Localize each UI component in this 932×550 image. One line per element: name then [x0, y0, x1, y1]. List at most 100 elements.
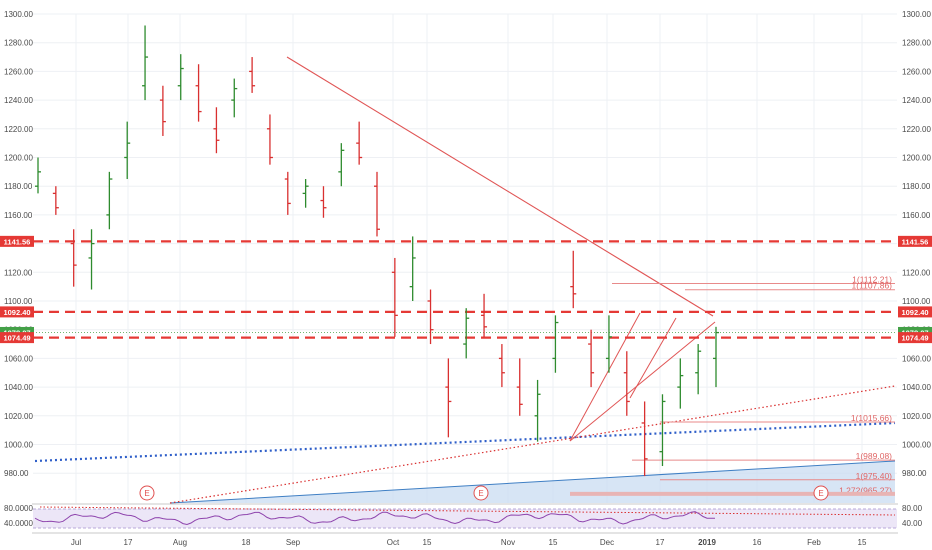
indicator-tick-80-right: 80.00: [902, 504, 923, 513]
y-tick-right: 1200.00: [902, 154, 931, 163]
y-tick-left: 1180.00: [4, 182, 33, 191]
y-tick-right: 1020.00: [902, 412, 931, 421]
ohlc-bar: [623, 351, 630, 416]
y-tick-left: 1280.00: [4, 39, 33, 48]
svg-text:1141.56: 1141.56: [4, 237, 31, 246]
ohlc-bar: [374, 171, 380, 237]
y-tick-right: 1120.00: [902, 268, 931, 277]
svg-text:1074.49: 1074.49: [901, 334, 928, 343]
price-badge-right: 1141.56: [898, 235, 932, 247]
ohlc-bar: [231, 78, 238, 118]
ohlc-bar: [516, 358, 523, 416]
earnings-event-marker[interactable]: E: [473, 485, 489, 501]
ohlc-bar: [88, 229, 95, 290]
ohlc-bars: [35, 25, 719, 477]
y-tick-right: 1000.00: [902, 441, 931, 450]
y-tick-left: 1200.00: [4, 154, 33, 163]
ohlc-bar: [195, 64, 202, 122]
x-tick: Feb: [807, 538, 821, 547]
fib-band: [570, 491, 895, 496]
y-tick-left: 1120.00: [4, 268, 33, 277]
x-tick: 15: [423, 538, 432, 547]
x-tick: 17: [656, 538, 665, 547]
ohlc-bar: [677, 358, 684, 409]
y-tick-left: 1020.00: [4, 412, 33, 421]
ohlc-bar: [266, 114, 273, 165]
y-tick-left: 1040.00: [4, 383, 33, 392]
wedge-cross-line: [629, 317, 677, 399]
ohlc-bar: [463, 308, 470, 359]
x-tick: Aug: [173, 538, 187, 547]
fib-label: 1(975.40): [856, 471, 893, 481]
ohlc-bar: [641, 401, 648, 477]
y-tick-left: 1240.00: [4, 96, 33, 105]
y-tick-right: 1180.00: [902, 182, 931, 191]
svg-text:1074.49: 1074.49: [3, 334, 30, 343]
x-tick: Sep: [286, 538, 301, 547]
ohlc-bar: [124, 121, 131, 180]
svg-text:1141.56: 1141.56: [902, 237, 929, 246]
ohlc-bar: [445, 358, 452, 438]
y-tick-left: 1160.00: [4, 211, 33, 220]
indicator-tick-40-left: 40.0000: [4, 519, 33, 528]
y-tick-left: 1060.00: [4, 354, 33, 363]
price-badge-left: 1074.49: [0, 332, 34, 344]
price-badge-right: 1092.40: [898, 306, 932, 318]
rsi-line: [34, 511, 716, 526]
svg-text:1092.40: 1092.40: [3, 308, 30, 317]
y-tick-right: 1100.00: [902, 297, 931, 306]
ohlc-bar: [106, 171, 113, 230]
fib-label: 1(1107.86): [852, 281, 893, 291]
svg-text:E: E: [478, 489, 483, 498]
y-tick-left: 1220.00: [4, 125, 33, 134]
y-tick-right: 1060.00: [902, 354, 931, 363]
x-tick: 2019: [698, 538, 716, 547]
ohlc-bar: [35, 157, 41, 194]
fib-label: 1(1112.21): [852, 274, 892, 284]
ohlc-bar: [159, 85, 166, 136]
x-tick: Nov: [501, 538, 515, 547]
y-tick-left: 1260.00: [4, 67, 33, 76]
y-tick-left: 1000.00: [4, 441, 33, 450]
ohlc-bar: [338, 143, 345, 187]
ohlc-bar: [284, 171, 291, 215]
x-tick: 17: [124, 538, 133, 547]
price-badge-left: 1141.56: [0, 235, 34, 247]
ohlc-bar: [481, 293, 488, 337]
y-tick-right: 1260.00: [902, 67, 931, 76]
y-tick-right: 1040.00: [902, 383, 931, 392]
y-tick-right: 1240.00: [902, 96, 931, 105]
indicator-red-trend: [39, 506, 896, 516]
ohlc-bar: [391, 257, 398, 337]
wedge-upper-line: [569, 312, 641, 442]
earnings-event-marker[interactable]: E: [813, 485, 829, 501]
x-axis: Jul 17 Aug 18 Sep Oct 15 Nov 15 Dec 17 2019 16 Feb 15: [71, 538, 867, 547]
indicator-tick-80-left: 80.0000: [4, 504, 33, 513]
y-tick-left: 1100.00: [4, 297, 33, 306]
fib-label: 1(1015.66): [851, 413, 892, 423]
y-tick-left: 980.00: [4, 469, 29, 478]
descending-trendline: [286, 56, 714, 317]
ohlc-bar: [605, 315, 612, 373]
blue-dotted-trendline: [34, 421, 896, 463]
wedge-lower-line: [569, 321, 716, 442]
ohlc-bar: [552, 315, 559, 373]
y-tick-right: 1280.00: [902, 39, 931, 48]
y-tick-right: 1300.00: [902, 10, 931, 19]
x-tick: 16: [753, 538, 762, 547]
ohlc-bar: [570, 250, 577, 309]
earnings-event-marker[interactable]: E: [139, 485, 155, 501]
ohlc-bar: [534, 379, 541, 442]
ohlc-bar: [302, 179, 309, 208]
ohlc-bar: [498, 344, 505, 388]
svg-text:1092.40: 1092.40: [901, 308, 928, 317]
price-badge-right: 1074.49: [898, 332, 932, 344]
ohlc-bar: [659, 394, 666, 467]
ohlc-bar: [356, 121, 363, 165]
ohlc-bar: [320, 186, 327, 218]
fib-label: 1(989.08): [856, 451, 893, 461]
y-tick-left: 1300.00: [4, 10, 33, 19]
